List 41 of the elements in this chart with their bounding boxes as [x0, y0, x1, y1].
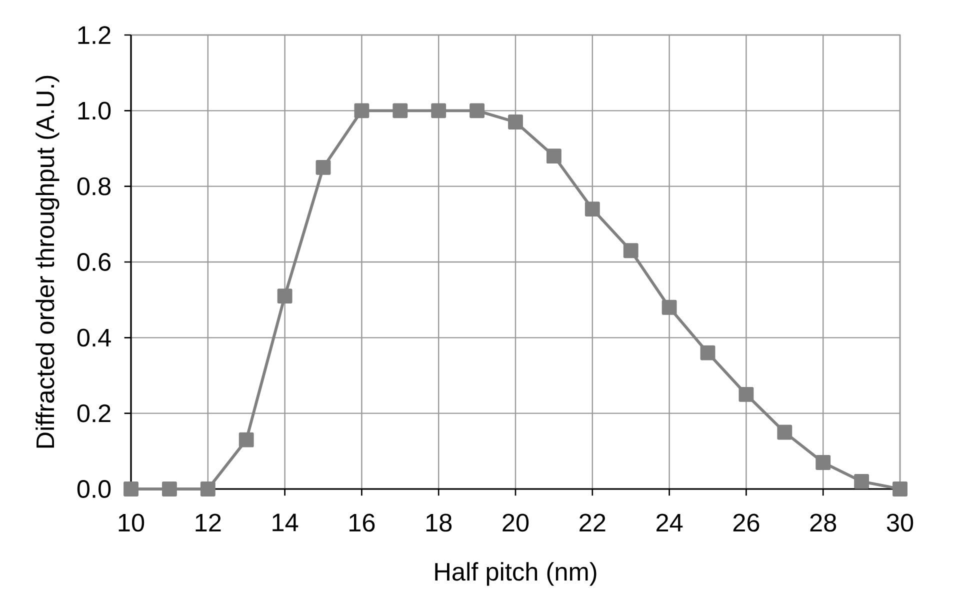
x-tick-label: 22 — [580, 514, 606, 532]
x-tick-label: 10 — [118, 514, 144, 532]
point — [584, 202, 600, 216]
y-tick-label: 1.2 — [78, 26, 110, 44]
y-tick-label: 1.0 — [78, 102, 111, 120]
y-tick-label: 0.4 — [77, 328, 111, 347]
point — [546, 148, 562, 164]
x-tick-label: 14 — [272, 514, 298, 532]
point — [816, 455, 831, 470]
point — [392, 103, 408, 118]
point — [431, 103, 446, 118]
point — [662, 300, 677, 315]
point — [238, 432, 254, 448]
x-tick-label: 16 — [350, 514, 375, 532]
y-tick-label: 0.2 — [77, 404, 110, 422]
y-axis-title: Diffracted order throughput (A.U.) — [36, 76, 60, 448]
y-tick-label: 0.8 — [77, 177, 111, 196]
point — [316, 160, 331, 175]
point — [124, 482, 138, 496]
x-tick-label: 18 — [426, 514, 452, 532]
point — [508, 114, 523, 130]
point — [700, 345, 716, 360]
point — [162, 482, 177, 496]
point — [738, 386, 754, 402]
point — [354, 103, 370, 118]
y-tick-label: 0.0 — [77, 480, 111, 498]
x-tick-label: 28 — [810, 514, 836, 532]
point — [277, 288, 292, 304]
x-tick-label: 30 — [886, 514, 914, 532]
point — [892, 482, 908, 496]
point — [200, 482, 216, 496]
x-axis-title: Half pitch (nm) — [435, 562, 596, 586]
point — [623, 243, 638, 258]
point — [470, 103, 485, 118]
point — [854, 474, 870, 489]
y-tick-label: 0.6 — [77, 253, 111, 271]
x-tick-label: 24 — [656, 514, 683, 532]
x-tick-label: 26 — [733, 514, 760, 532]
x-tick-label: 12 — [196, 514, 221, 532]
x-tick-label: 20 — [502, 514, 529, 532]
point — [777, 424, 792, 440]
